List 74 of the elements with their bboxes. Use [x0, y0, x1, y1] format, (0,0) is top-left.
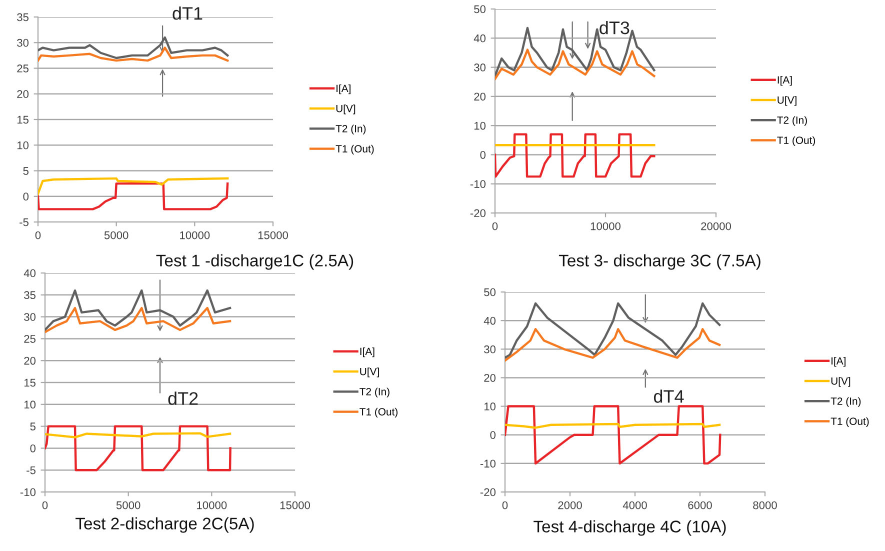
- y-tick-label: 10: [474, 122, 486, 130]
- y-tick-label: 30: [24, 313, 36, 321]
- y-tick-label: 15: [17, 116, 29, 124]
- legend-label: T2 (In): [360, 388, 390, 398]
- y-tick-label: 30: [484, 345, 496, 354]
- x-tick-label: 20000: [701, 222, 732, 230]
- y-tick-label: -10: [480, 460, 496, 468]
- y-tick-label: 0: [490, 431, 496, 439]
- y-tick-label: 35: [24, 291, 36, 300]
- y-tick-label: 40: [484, 316, 496, 325]
- legend-label: I[A]: [832, 356, 846, 367]
- text: Test 4-discharge 4C (10A): [534, 520, 726, 536]
- x-tick-label: 5000: [116, 501, 140, 510]
- y-tick-label: 50: [474, 5, 486, 14]
- legend-label: I[A]: [778, 76, 792, 86]
- legend-label: U[V]: [778, 96, 796, 106]
- x-tick-label: 5000: [104, 231, 128, 240]
- x-tick-label: 0: [502, 501, 508, 510]
- text: Test 2-discharge 2C(5A): [76, 517, 254, 533]
- text: Test 3- discharge 3C (7.5A): [558, 254, 760, 270]
- legend-label: T2 (In): [777, 116, 807, 126]
- y-tick-label: -20: [470, 209, 486, 218]
- y-tick-label: 30: [474, 64, 486, 72]
- y-tick-label: 20: [24, 356, 36, 365]
- x-tick-label: 15000: [258, 231, 288, 240]
- x-tick-label: 0: [42, 501, 48, 510]
- y-tick-label: 25: [24, 334, 36, 343]
- legend-label: I[A]: [360, 347, 374, 358]
- x-tick-label: 6000: [688, 501, 712, 510]
- y-tick-label: -5: [26, 466, 36, 474]
- y-tick-label: -10: [20, 488, 36, 496]
- x-tick-label: 10000: [590, 222, 621, 230]
- y-tick-label: -10: [470, 180, 486, 188]
- legend-label: U[V]: [360, 368, 379, 378]
- legend-label: U[V]: [831, 377, 850, 387]
- x-tick-label: 8000: [753, 501, 777, 510]
- y-tick-label: 10: [24, 400, 36, 409]
- x-tick-label: 4000: [622, 501, 647, 510]
- legend-label: I[A]: [336, 84, 350, 94]
- annotation: dT4: [654, 390, 684, 403]
- legend-label: T1 (Out): [777, 136, 816, 146]
- y-tick-label: 50: [484, 288, 496, 296]
- y-tick-label: 5: [30, 422, 36, 430]
- y-tick-label: 20: [17, 90, 29, 98]
- y-tick-label: 10: [484, 402, 496, 410]
- y-tick-label: 15: [24, 378, 36, 387]
- y-tick-label: 0: [23, 192, 29, 201]
- y-tick-label: -5: [20, 218, 29, 226]
- y-tick-label: 40: [24, 269, 36, 278]
- y-tick-label: 35: [17, 13, 29, 22]
- y-tick-label: -20: [480, 488, 496, 496]
- y-tick-label: 0: [480, 150, 486, 159]
- legend-label: T1 (Out): [336, 144, 374, 155]
- legend-label: T1 (Out): [830, 417, 869, 428]
- y-tick-label: 25: [17, 64, 29, 72]
- x-tick-label: 10000: [180, 231, 210, 240]
- legend-label: T1 (Out): [360, 408, 398, 418]
- legend-label: T2 (In): [336, 124, 366, 134]
- x-tick-label: 15000: [280, 501, 310, 510]
- y-tick-label: 20: [484, 374, 496, 382]
- annotation: dT1: [172, 6, 202, 20]
- y-tick-label: 40: [474, 34, 486, 42]
- annotation: dT3: [600, 20, 630, 34]
- x-tick-label: 2000: [558, 501, 582, 510]
- legend-label: T2 (In): [830, 397, 861, 407]
- y-tick-label: 5: [23, 167, 29, 175]
- annotation: dT2: [168, 392, 198, 405]
- y-tick-label: 0: [30, 444, 36, 452]
- x-tick-label: 10000: [197, 501, 227, 510]
- legend-label: U[V]: [336, 104, 356, 114]
- y-tick-label: 30: [17, 38, 29, 47]
- y-tick-label: 10: [17, 141, 29, 150]
- text: Test 1 -discharge1C (2.5A): [156, 254, 354, 270]
- y-tick-label: 20: [474, 92, 486, 101]
